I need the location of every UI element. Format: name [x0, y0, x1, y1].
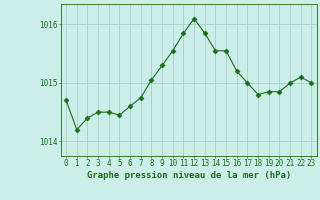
X-axis label: Graphe pression niveau de la mer (hPa): Graphe pression niveau de la mer (hPa)	[87, 171, 291, 180]
